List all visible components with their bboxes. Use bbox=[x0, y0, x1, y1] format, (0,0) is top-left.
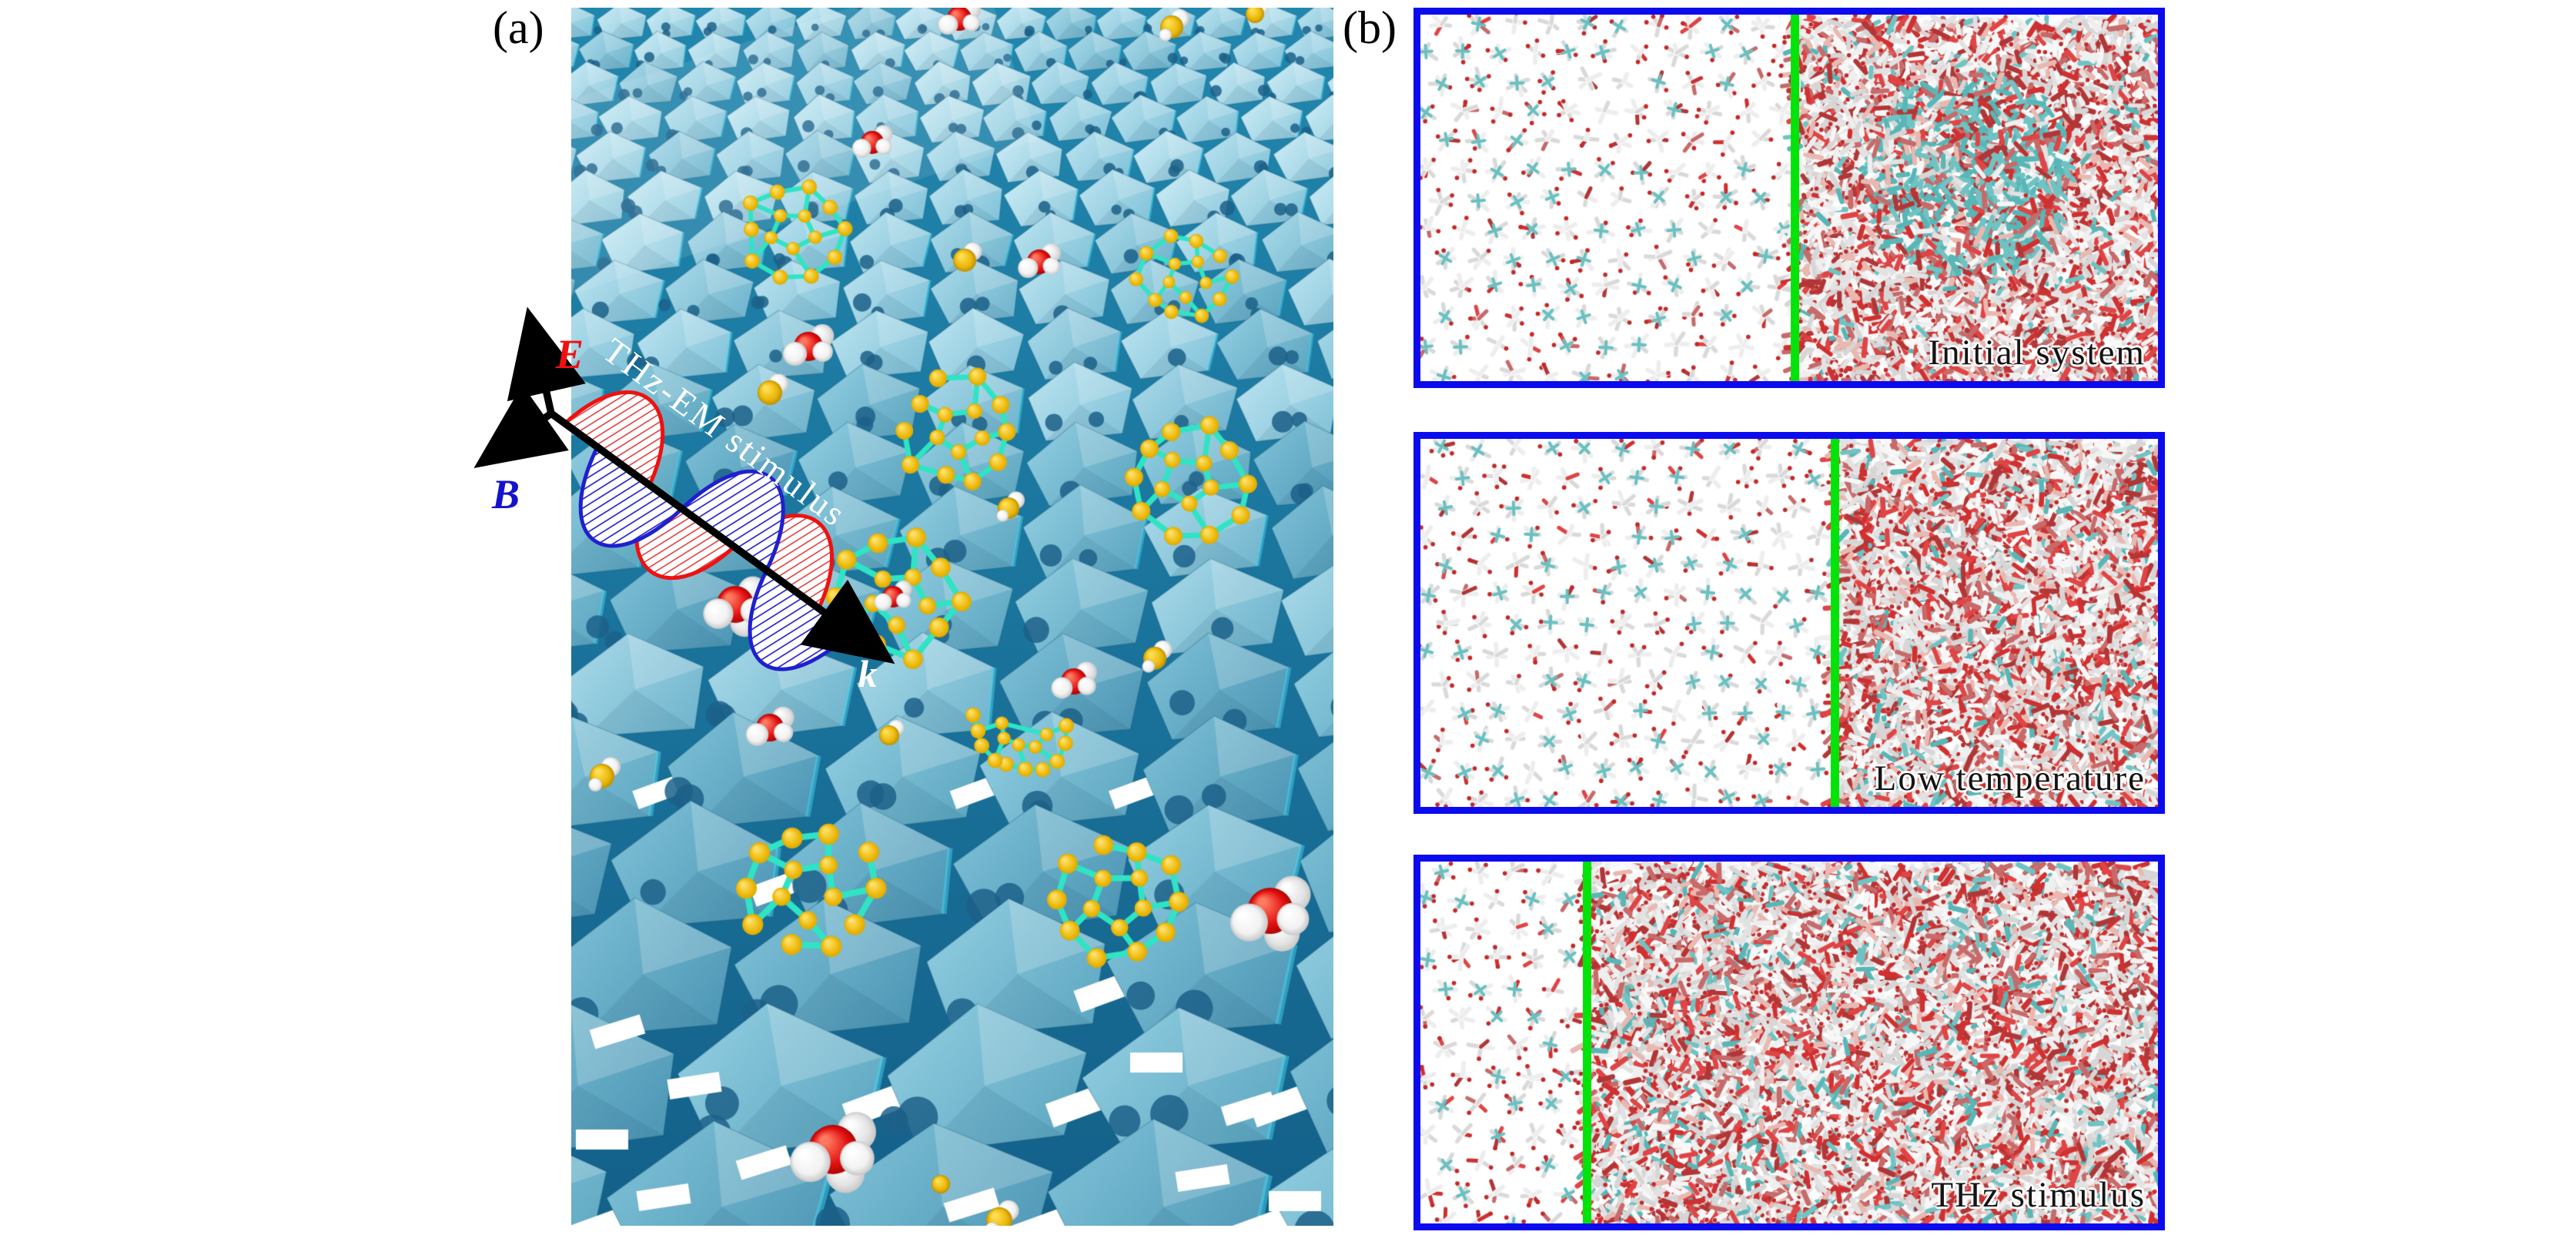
panel-b-label: (b) bbox=[1343, 2, 1397, 53]
md-snapshot-initial-render bbox=[1420, 15, 2158, 381]
phase-boundary-marker bbox=[1790, 15, 1799, 381]
clathrate-structure-render bbox=[571, 8, 1333, 1226]
md-panel-thz-stimulus-caption: THz stimulus bbox=[1931, 1175, 2146, 1215]
md-snapshot-low-temperature-render bbox=[1420, 439, 2158, 807]
panel-a-label: (a) bbox=[493, 2, 544, 53]
phase-boundary-marker bbox=[1582, 862, 1591, 1223]
md-snapshot-thz-stimulus-render bbox=[1420, 862, 2158, 1223]
clathrate-3d-panel bbox=[571, 8, 1333, 1226]
em-wave-axis-arrow bbox=[507, 306, 586, 415]
em-wave-axis-arrow bbox=[473, 384, 569, 468]
md-panel-low-temperature: Low temperature bbox=[1413, 432, 2165, 814]
md-panel-low-temperature-caption: Low temperature bbox=[1874, 758, 2146, 798]
md-panel-initial-caption: Initial system bbox=[1928, 333, 2146, 373]
phase-boundary-marker bbox=[1831, 439, 1840, 807]
md-panel-initial: Initial system bbox=[1413, 8, 2165, 388]
md-panel-thz-stimulus: THz stimulus bbox=[1413, 855, 2165, 1230]
b-field-label: B bbox=[491, 471, 520, 517]
